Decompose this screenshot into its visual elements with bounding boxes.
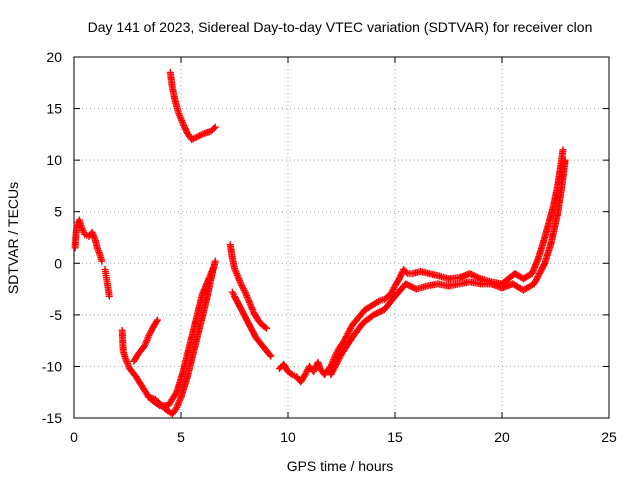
data-point [197, 131, 205, 139]
data-point [474, 273, 482, 281]
data-point [395, 275, 403, 283]
y-tick-label: -15 [42, 410, 62, 426]
data-point [211, 257, 219, 265]
data-point [153, 316, 161, 324]
data-point [263, 324, 271, 332]
data-point [370, 311, 378, 319]
data-point [188, 136, 196, 144]
data-point [209, 264, 217, 272]
data-point [396, 273, 404, 281]
data-point [266, 351, 274, 359]
series-arc-9 [275, 146, 567, 386]
y-tick-label: 15 [46, 101, 62, 117]
series-arc-7 [226, 241, 271, 332]
data-point [153, 317, 161, 325]
y-tick-label: 20 [46, 49, 62, 65]
data-point [397, 272, 405, 280]
data-point [191, 134, 199, 142]
y-tick-label: -5 [50, 307, 63, 323]
series-arc-4 [130, 316, 161, 365]
data-point [469, 271, 477, 279]
data-point [105, 292, 113, 300]
data-point [373, 309, 381, 317]
x-tick-label: 20 [494, 429, 510, 445]
data-point [374, 297, 382, 305]
data-point [397, 270, 405, 278]
plot-frame [73, 56, 610, 419]
data-point [310, 366, 318, 374]
data-point [181, 123, 189, 131]
data-point [402, 280, 410, 288]
data-point [189, 135, 197, 143]
data-point [540, 261, 548, 269]
x-tick-label: 10 [280, 429, 296, 445]
data-point [408, 283, 416, 291]
data-point [194, 132, 202, 140]
data-point [287, 370, 295, 378]
data-point [98, 257, 106, 265]
chart-title: Day 141 of 2023, Sidereal Day-to-day VTE… [88, 19, 593, 35]
data-point [261, 323, 269, 331]
y-tick-label: 0 [54, 255, 62, 271]
y-tick-label: 5 [54, 204, 62, 220]
data-point [196, 132, 204, 140]
series-arc-1 [71, 216, 106, 265]
y-tick-label: -10 [42, 358, 62, 374]
data-point [406, 282, 414, 290]
x-tick-labels: 0 5 10 15 20 25 [70, 429, 617, 445]
series-arc-5 [147, 264, 217, 410]
data-point [402, 268, 410, 276]
data-point [559, 146, 567, 154]
data-point [377, 307, 385, 315]
data-point [211, 123, 219, 131]
data-point [466, 270, 474, 278]
data-point [405, 281, 413, 289]
data-point [472, 273, 480, 281]
data-point [181, 125, 189, 133]
y-tick-label: 10 [46, 152, 62, 168]
x-tick-label: 25 [601, 429, 617, 445]
data-point [310, 368, 318, 376]
series-arc-3 [118, 257, 219, 418]
data-point [267, 352, 275, 360]
data-point [193, 133, 201, 141]
y-tick-labels: -15 -10 -5 0 5 10 15 20 [42, 49, 62, 426]
series-arc-10 [327, 156, 569, 379]
data-point [376, 308, 384, 316]
data-point [199, 130, 207, 138]
data-point [561, 156, 569, 164]
x-tick-label: 5 [177, 429, 185, 445]
data-point [210, 125, 218, 133]
data-point [403, 281, 411, 289]
grid-lines [74, 57, 609, 418]
data-point [179, 120, 187, 128]
x-tick-label: 0 [70, 429, 78, 445]
data-point [172, 390, 180, 398]
data-point [371, 310, 379, 318]
data-point [180, 122, 188, 130]
series-arc-8 [228, 288, 275, 360]
data-point [154, 401, 162, 409]
data-point [467, 270, 475, 278]
data-points [71, 68, 569, 418]
y-axis-label: SDTVAR / TECUs [5, 182, 21, 294]
data-point [409, 284, 417, 292]
axis-ticks [73, 56, 610, 419]
series-arc-6 [166, 68, 219, 144]
data-point [182, 126, 190, 134]
data-point [470, 272, 478, 280]
x-axis-label: GPS time / hours [287, 458, 394, 474]
x-tick-label: 15 [387, 429, 403, 445]
series-arc-2 [101, 265, 113, 300]
data-point [374, 309, 382, 317]
